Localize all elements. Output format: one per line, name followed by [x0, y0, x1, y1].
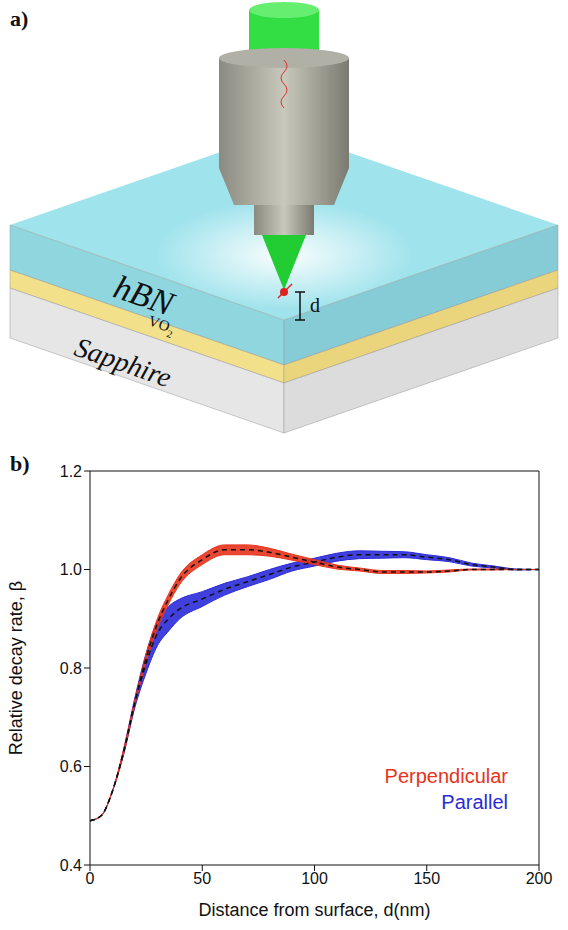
svg-text:VO2: VO2 — [145, 312, 177, 340]
svg-text:0.8: 0.8 — [60, 660, 82, 677]
svg-text:a): a) — [10, 6, 28, 31]
svg-text:1.2: 1.2 — [60, 463, 82, 480]
svg-text:Distance from surface, d(nm): Distance from surface, d(nm) — [198, 900, 430, 920]
svg-text:Relative decay rate, β: Relative decay rate, β — [6, 581, 26, 755]
html-text:Perpendicular: Perpendicular — [384, 765, 508, 787]
svg-text:1.0: 1.0 — [60, 561, 82, 578]
html-text:Parallel: Parallel — [441, 791, 508, 813]
svg-text:150: 150 — [413, 870, 440, 887]
svg-text:hBN: hBN — [109, 268, 180, 324]
svg-text:100: 100 — [301, 870, 328, 887]
html-text:b): b) — [10, 451, 30, 476]
svg-text:50: 50 — [193, 870, 211, 887]
svg-text:d: d — [310, 294, 320, 316]
svg-text:0.6: 0.6 — [60, 758, 82, 775]
svg-text:0.4: 0.4 — [60, 857, 82, 874]
svg-text:Sapphire: Sapphire — [71, 331, 176, 393]
svg-text:0: 0 — [86, 870, 95, 887]
svg-text:200: 200 — [526, 870, 553, 887]
